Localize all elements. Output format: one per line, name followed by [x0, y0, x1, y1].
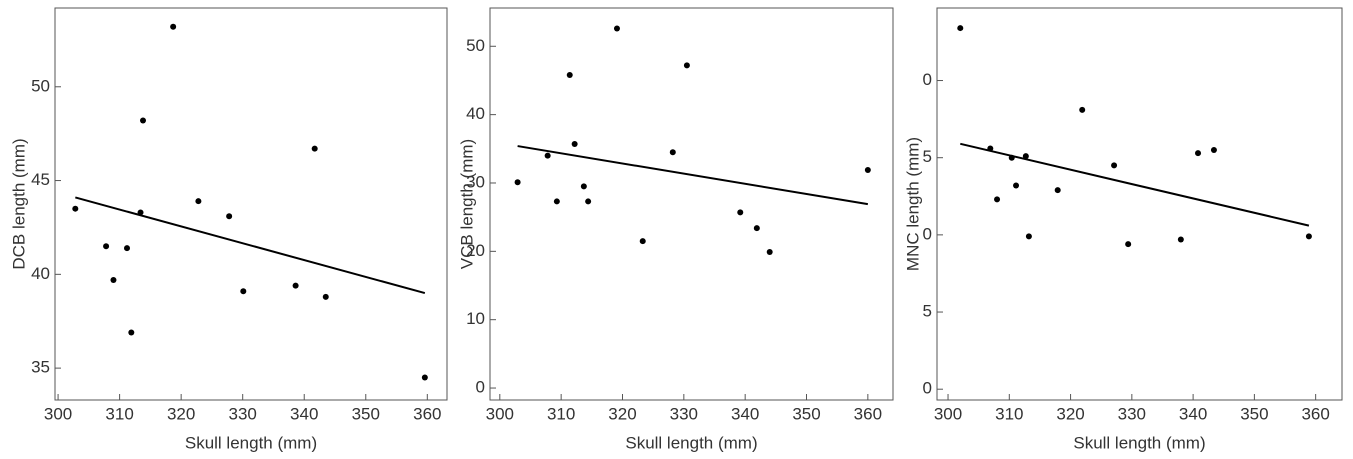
x-tick-label: 320 — [1056, 404, 1084, 423]
x-tick-label: 300 — [44, 404, 72, 423]
panel: 300 310 320 330 340 350 360 0 5 0 5 0 Skull length (… — [903, 7, 1343, 452]
point — [639, 238, 646, 245]
y-tick-label: 20 — [466, 241, 485, 260]
plot-frame — [489, 7, 894, 401]
y-tick-label: 0 — [923, 379, 932, 398]
point — [421, 374, 428, 381]
point — [1177, 236, 1184, 243]
x-tick-label: 320 — [608, 404, 636, 423]
x-tick-label: 360 — [1301, 404, 1329, 423]
point — [514, 179, 521, 186]
point — [1008, 154, 1015, 161]
x-tick-label: 310 — [105, 404, 133, 423]
x-tick-label: 310 — [547, 404, 575, 423]
x-axis-label: Skull length (mm) — [1073, 433, 1205, 452]
y-tick-label: 40 — [466, 104, 485, 123]
x-tick-label: 340 — [731, 404, 759, 423]
point — [566, 71, 573, 78]
x-tick-label: 330 — [229, 404, 257, 423]
x-tick-label: 350 — [792, 404, 820, 423]
point — [226, 213, 233, 220]
point — [1013, 182, 1020, 189]
point — [1210, 146, 1217, 153]
x-tick-label: 340 — [290, 404, 318, 423]
point — [585, 198, 592, 205]
point — [766, 249, 773, 256]
point — [137, 209, 144, 216]
point — [72, 205, 79, 212]
point — [170, 23, 177, 30]
trend-line — [517, 145, 869, 206]
y-tick-label: 35 — [31, 358, 50, 377]
x-tick-label: 300 — [934, 404, 962, 423]
point — [110, 276, 117, 283]
y-tick-label: 45 — [31, 170, 50, 189]
point — [1054, 187, 1061, 194]
point — [311, 145, 318, 152]
point — [580, 183, 587, 190]
x-tick-label: 300 — [486, 404, 514, 423]
point — [987, 145, 994, 152]
x-tick-label: 360 — [413, 404, 441, 423]
y-axis-label: MNC length (mm) — [903, 137, 922, 271]
point — [1125, 241, 1132, 248]
x-axis-label: Skull length (mm) — [185, 433, 317, 452]
y-tick-label: 5 — [923, 147, 932, 166]
y-tick-label: 40 — [31, 264, 50, 283]
plot-frame — [54, 7, 448, 401]
x-tick-label: 350 — [1240, 404, 1268, 423]
point — [1022, 153, 1029, 160]
x-tick-label: 310 — [995, 404, 1023, 423]
y-tick-label: 50 — [31, 76, 50, 95]
x-tick-label: 340 — [1179, 404, 1207, 423]
point — [1305, 233, 1312, 240]
point — [195, 198, 202, 205]
point — [1111, 162, 1118, 169]
point — [571, 141, 578, 148]
panel: 300 310 320 330 340 350 360 35 40 45 50 Skull lengt… — [9, 7, 448, 452]
point — [669, 149, 676, 156]
y-tick-label: 50 — [466, 36, 485, 55]
x-tick-label: 330 — [670, 404, 698, 423]
point — [140, 117, 146, 124]
point — [544, 152, 551, 159]
point — [957, 25, 964, 32]
x-tick-label: 330 — [1118, 404, 1146, 423]
y-axis-label: VCB length (mm) — [457, 139, 476, 269]
point — [103, 243, 110, 250]
point — [994, 196, 1001, 203]
panel: 300 310 320 330 340 350 360 0 10 20 30 40 50 Skull le… — [457, 7, 894, 452]
y-tick-label: 30 — [466, 172, 485, 191]
point — [753, 225, 760, 232]
point — [613, 25, 620, 32]
point — [240, 288, 247, 295]
y-tick-label: 0 — [923, 224, 932, 243]
point — [1195, 150, 1202, 157]
y-tick-label: 0 — [476, 378, 485, 397]
x-tick-label: 320 — [167, 404, 195, 423]
trend-line — [75, 196, 426, 295]
x-tick-label: 360 — [854, 404, 882, 423]
point — [322, 293, 329, 300]
point — [737, 209, 744, 216]
y-tick-label: 0 — [923, 70, 932, 89]
point — [553, 198, 560, 205]
x-axis-label: Skull length (mm) — [625, 433, 757, 452]
point — [1079, 106, 1086, 113]
y-axis-label: DCB length (mm) — [9, 138, 28, 269]
plot-frame — [936, 7, 1343, 401]
point — [124, 245, 130, 252]
y-tick-label: 10 — [466, 309, 485, 328]
x-tick-label: 350 — [352, 404, 380, 423]
y-tick-label: 5 — [923, 302, 932, 321]
point — [292, 282, 299, 289]
point — [1025, 233, 1032, 240]
point — [864, 166, 871, 173]
point — [128, 329, 135, 336]
trend-line — [960, 142, 1310, 227]
point — [683, 62, 690, 69]
